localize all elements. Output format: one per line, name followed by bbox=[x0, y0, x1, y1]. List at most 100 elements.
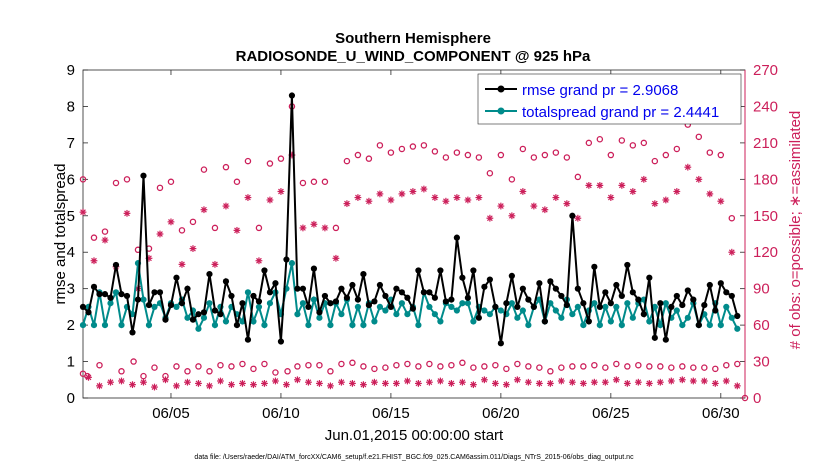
rmse-point bbox=[701, 301, 708, 309]
obs-possible-marker bbox=[393, 361, 400, 369]
y-tick-label: 3 bbox=[67, 281, 75, 298]
obs-assimilated-marker bbox=[228, 381, 235, 389]
rmse-point bbox=[607, 300, 614, 307]
obs-assimilated-marker bbox=[354, 194, 362, 201]
obs-possible-marker bbox=[657, 363, 664, 370]
obs-possible-marker bbox=[284, 368, 291, 375]
rmse-point bbox=[200, 309, 208, 316]
totalspread-point bbox=[112, 289, 120, 296]
obs-assimilated-marker bbox=[404, 377, 411, 385]
obs-possible-marker bbox=[217, 361, 224, 369]
legend: rmse grand pr = 2.9068 totalspread grand… bbox=[477, 73, 742, 125]
obs-possible-marker bbox=[151, 364, 158, 371]
rmse-point bbox=[217, 311, 224, 318]
obs-assimilated-marker bbox=[662, 196, 670, 204]
obs-assimilated-marker bbox=[524, 378, 532, 386]
obs-assimilated-marker bbox=[206, 382, 213, 390]
y-axis-label-right: # of obs: o=possible; ∗=assimilated bbox=[787, 111, 804, 350]
obs-possible-marker bbox=[728, 214, 736, 222]
totalspread-point bbox=[250, 318, 257, 325]
rmse-point bbox=[90, 283, 98, 290]
totalspread-point bbox=[288, 260, 296, 267]
obs-possible-marker bbox=[376, 142, 384, 149]
y-tick-label: 5 bbox=[67, 208, 75, 225]
rmse-point bbox=[679, 301, 686, 309]
obs-assimilated-marker bbox=[316, 380, 323, 387]
obs-possible-marker bbox=[79, 176, 87, 183]
obs-possible-marker bbox=[294, 363, 301, 370]
totalspread-point bbox=[552, 307, 559, 314]
obs-assimilated-marker bbox=[299, 224, 307, 232]
totalspread-point bbox=[184, 314, 191, 321]
obs-possible-marker bbox=[140, 372, 147, 380]
rmse-point bbox=[206, 270, 213, 278]
obs-assimilated-marker bbox=[431, 194, 439, 201]
rmse-point bbox=[316, 309, 323, 316]
totalspread-point bbox=[486, 311, 493, 318]
obs-assimilated-marker bbox=[294, 376, 301, 384]
rmse-point bbox=[118, 291, 125, 298]
totalspread-point bbox=[101, 322, 109, 329]
obs-possible-marker bbox=[222, 163, 230, 171]
totalspread-point bbox=[244, 289, 252, 296]
obs-assimilated-marker bbox=[464, 196, 472, 204]
obs-possible-marker bbox=[173, 363, 180, 370]
rmse-point bbox=[266, 289, 274, 296]
totalspread-point bbox=[211, 322, 219, 329]
obs-possible-marker bbox=[244, 157, 252, 165]
totalspread-point bbox=[596, 322, 603, 329]
rmse-point bbox=[486, 276, 493, 283]
totalspread-point bbox=[470, 318, 477, 325]
obs-assimilated-marker bbox=[244, 194, 252, 201]
totalspread-point bbox=[173, 303, 180, 310]
x-tick-label: 06/05 bbox=[152, 405, 190, 422]
rmse-point bbox=[398, 289, 406, 296]
obs-possible-marker bbox=[130, 358, 137, 365]
rmse-point bbox=[96, 291, 103, 298]
x-tick-label: 06/25 bbox=[592, 405, 630, 422]
rmse-point bbox=[250, 292, 257, 300]
rmse-point bbox=[525, 296, 532, 303]
obs-assimilated-marker bbox=[590, 378, 598, 386]
rmse-point bbox=[503, 300, 510, 307]
obs-assimilated-marker bbox=[156, 230, 164, 238]
rmse-point bbox=[684, 287, 691, 294]
rmse-point bbox=[651, 334, 658, 341]
obs-assimilated-marker bbox=[607, 194, 615, 201]
rmse-point bbox=[552, 285, 559, 292]
obs-assimilated-marker bbox=[706, 190, 714, 198]
obs-possible-marker bbox=[101, 228, 109, 235]
obs-possible-marker bbox=[651, 157, 659, 165]
x-tick-label: 06/20 bbox=[482, 405, 520, 422]
rmse-point bbox=[580, 300, 587, 307]
obs-possible-marker bbox=[712, 365, 719, 373]
obs-assimilated-marker bbox=[283, 381, 290, 389]
y-right-tick-label: 210 bbox=[753, 135, 778, 152]
obs-possible-marker bbox=[200, 166, 208, 173]
y-tick-label: 0 bbox=[67, 390, 75, 407]
rmse-point bbox=[101, 291, 109, 298]
obs-possible-marker bbox=[349, 359, 356, 367]
rmse-point bbox=[404, 294, 411, 301]
obs-possible-marker bbox=[547, 368, 554, 375]
obs-possible-marker bbox=[613, 360, 620, 368]
obs-assimilated-marker bbox=[255, 257, 263, 265]
rmse-point bbox=[514, 303, 521, 310]
totalspread-point bbox=[404, 311, 411, 318]
totalspread-point bbox=[437, 318, 444, 325]
rmse-point bbox=[321, 292, 329, 300]
obs-assimilated-marker bbox=[684, 163, 692, 171]
rmse-point bbox=[129, 329, 136, 336]
totalspread-point bbox=[519, 307, 526, 314]
rmse-point bbox=[492, 303, 499, 310]
obs-assimilated-marker bbox=[376, 190, 384, 198]
obs-possible-marker bbox=[662, 151, 670, 159]
rmse-point bbox=[409, 305, 417, 312]
obs-assimilated-marker bbox=[398, 190, 406, 198]
rmse-point bbox=[662, 336, 669, 343]
obs-possible-marker bbox=[123, 176, 131, 183]
totalspread-point bbox=[646, 318, 653, 325]
obs-possible-marker bbox=[591, 361, 598, 369]
rmse-point bbox=[354, 296, 362, 303]
y-tick-label: 4 bbox=[67, 244, 75, 261]
